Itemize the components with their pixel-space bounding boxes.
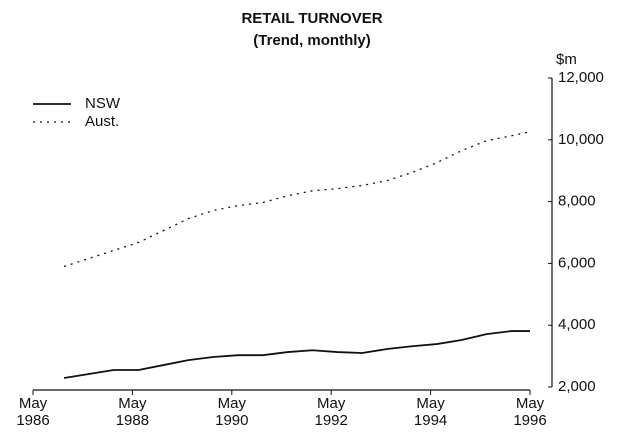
y-tick-label: 8,000	[558, 193, 596, 210]
y-axis-label: $m	[556, 51, 577, 68]
x-tick-label: May 1988	[116, 395, 149, 429]
legend-label: Aust.	[85, 113, 119, 130]
y-tick-label: 12,000	[558, 69, 604, 86]
x-tick-label: May 1996	[513, 395, 546, 429]
x-tick-label: May 1986	[16, 395, 49, 429]
x-tick-label: May 1992	[315, 395, 348, 429]
y-tick-label: 2,000	[558, 378, 596, 395]
y-tick-label: 10,000	[558, 131, 604, 148]
y-tick-label: 4,000	[558, 316, 596, 333]
x-tick-label: May 1990	[215, 395, 248, 429]
series-line	[63, 131, 531, 268]
chart-subtitle: (Trend, monthly)	[253, 32, 371, 49]
legend-label: NSW	[85, 95, 121, 112]
chart-title: RETAIL TURNOVER	[241, 10, 382, 27]
x-tick-label: May 1994	[414, 395, 447, 429]
y-tick-label: 6,000	[558, 254, 596, 271]
series-line	[63, 330, 530, 379]
